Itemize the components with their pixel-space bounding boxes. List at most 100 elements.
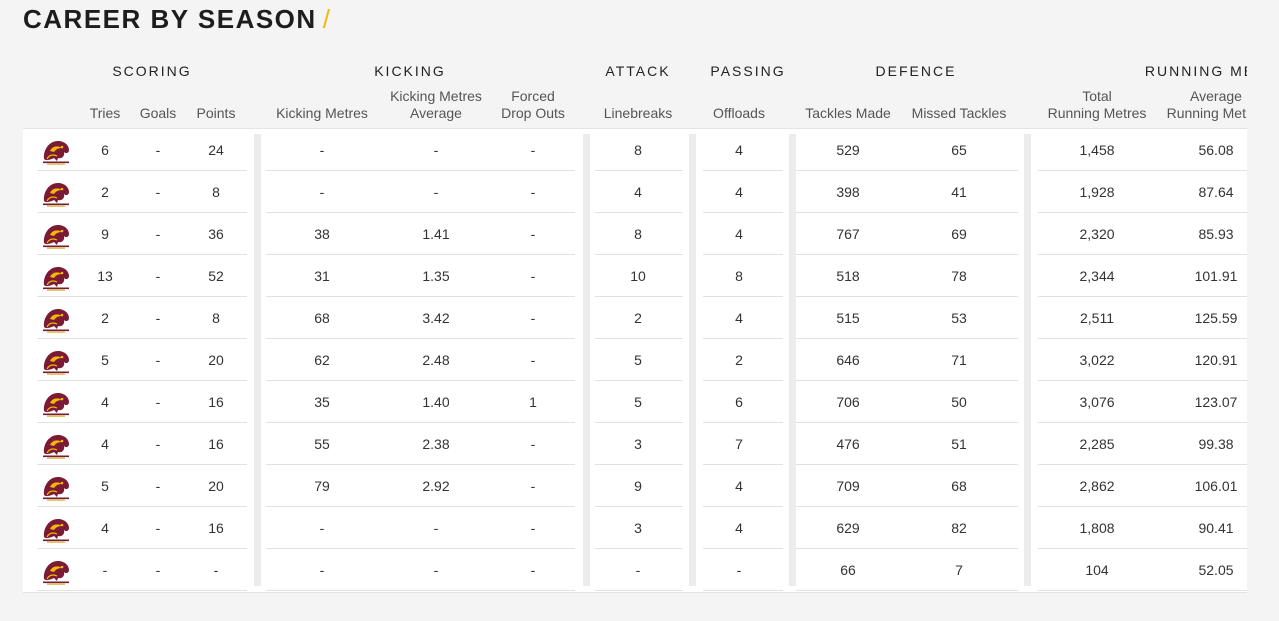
cell-kicking-metres: - [319,184,325,200]
cell-missed-tackles: 65 [951,142,967,158]
row-divider [595,548,683,549]
cell-avg-running-metres: 52.05 [1198,562,1234,578]
cell-linebreaks: 8 [634,142,642,158]
table-row: 13 - 52 31 1.35 - 10 8 518 78 2,344 101.91 [23,255,1247,297]
cell-forced-drop-outs: - [530,142,536,158]
cell-forced-drop-outs: - [530,184,536,200]
cell-offloads: 4 [735,520,743,536]
column-header-offloads[interactable]: Offloads [713,105,765,121]
column-header-points[interactable]: Points [196,105,236,121]
group-divider [689,134,696,586]
column-header-missed-tackles[interactable]: Missed Tackles [911,105,1007,121]
cell-kicking-metres: 79 [314,478,330,494]
cell-points: 20 [208,352,224,368]
page-title: CAREER BY SEASON / [23,4,331,35]
row-divider [1038,380,1247,381]
row-divider [266,380,575,381]
row-divider [266,548,575,549]
row-divider [266,506,575,507]
row-divider [796,590,1018,591]
column-header-forced-drop-outs[interactable]: Forced Drop Outs [501,88,565,121]
group-header-running: RUNNING ME [1144,63,1256,79]
title-slash-accent: / [322,4,332,34]
row-divider [703,464,783,465]
cell-forced-drop-outs: - [530,478,536,494]
cell-tries: 5 [101,478,109,494]
column-header-kicking-metres[interactable]: Kicking Metres [276,105,368,121]
cell-total-running-metres: 1,808 [1079,520,1115,536]
cell-goals: - [155,310,161,326]
row-divider [266,422,575,423]
column-header-goals[interactable]: Goals [139,105,177,121]
cell-kicking-metres-avg: 1.35 [422,268,450,284]
broncos-logo-icon [41,179,71,207]
cell-linebreaks: 2 [634,310,642,326]
row-divider [266,254,575,255]
row-divider [703,254,783,255]
broncos-logo-icon [41,221,71,249]
row-divider [703,422,783,423]
cell-tries: 13 [97,268,113,284]
cell-points: 24 [208,142,224,158]
table-row: 5 - 20 79 2.92 - 9 4 709 68 2,862 106.01 [23,465,1247,507]
cell-kicking-metres: 55 [314,436,330,452]
cell-goals: - [155,226,161,242]
cell-kicking-metres-avg: - [433,562,439,578]
cell-forced-drop-outs: - [530,310,536,326]
cell-goals: - [155,142,161,158]
cell-tackles-made: 706 [836,394,860,410]
cell-avg-running-metres: 90.41 [1198,520,1234,536]
cell-goals: - [155,184,161,200]
table-row: 4 - 16 55 2.38 - 3 7 476 51 2,285 99.38 [23,423,1247,465]
column-header-tries[interactable]: Tries [89,105,121,121]
cell-avg-running-metres: 87.64 [1198,184,1234,200]
cell-total-running-metres: 2,511 [1080,310,1114,326]
cell-tackles-made: 398 [836,184,860,200]
broncos-logo-icon [41,305,71,333]
row-divider [37,548,247,549]
table-row: 2 - 8 68 3.42 - 2 4 515 53 2,511 125.59 [23,297,1247,339]
cell-offloads: - [736,562,742,578]
row-divider [595,338,683,339]
group-divider [1024,134,1031,586]
cell-tries: 4 [101,394,109,410]
column-header-tackles-made[interactable]: Tackles Made [805,105,891,121]
cell-avg-running-metres: 85.93 [1198,226,1234,242]
row-divider [1038,296,1247,297]
row-divider [796,506,1018,507]
row-divider [266,338,575,339]
cell-missed-tackles: 51 [951,436,967,452]
cell-forced-drop-outs: - [530,226,536,242]
row-divider [703,338,783,339]
row-divider [1038,170,1247,171]
cell-points: 52 [208,268,224,284]
row-divider [796,422,1018,423]
cell-points: 36 [208,226,224,242]
row-divider [595,380,683,381]
column-header-total-running-metres[interactable]: Total Running Metres [1047,88,1147,121]
row-divider [595,506,683,507]
cell-kicking-metres-avg: 2.48 [422,352,450,368]
cell-missed-tackles: 71 [951,352,967,368]
row-divider [595,422,683,423]
column-header-avg-running-metres[interactable]: Average Running Metres [1166,88,1266,121]
group-header-passing: PASSING [710,63,786,79]
row-divider [37,254,247,255]
row-divider [796,170,1018,171]
cell-goals: - [155,394,161,410]
cell-tries: 6 [101,142,109,158]
cell-total-running-metres: 2,344 [1079,268,1115,284]
broncos-logo-icon [41,557,71,585]
cell-tackles-made: 476 [836,436,860,452]
column-header-kicking-metres-avg[interactable]: Kicking Metres Average [390,88,482,121]
cell-offloads: 4 [735,310,743,326]
row-divider [796,254,1018,255]
cell-tries: 4 [101,520,109,536]
row-divider [703,380,783,381]
group-header-attack: ATTACK [605,63,671,79]
cell-tackles-made: 66 [840,562,856,578]
cell-kicking-metres: 62 [314,352,330,368]
broncos-logo-icon [41,431,71,459]
column-header-linebreaks[interactable]: Linebreaks [603,105,673,121]
row-divider [1038,422,1247,423]
